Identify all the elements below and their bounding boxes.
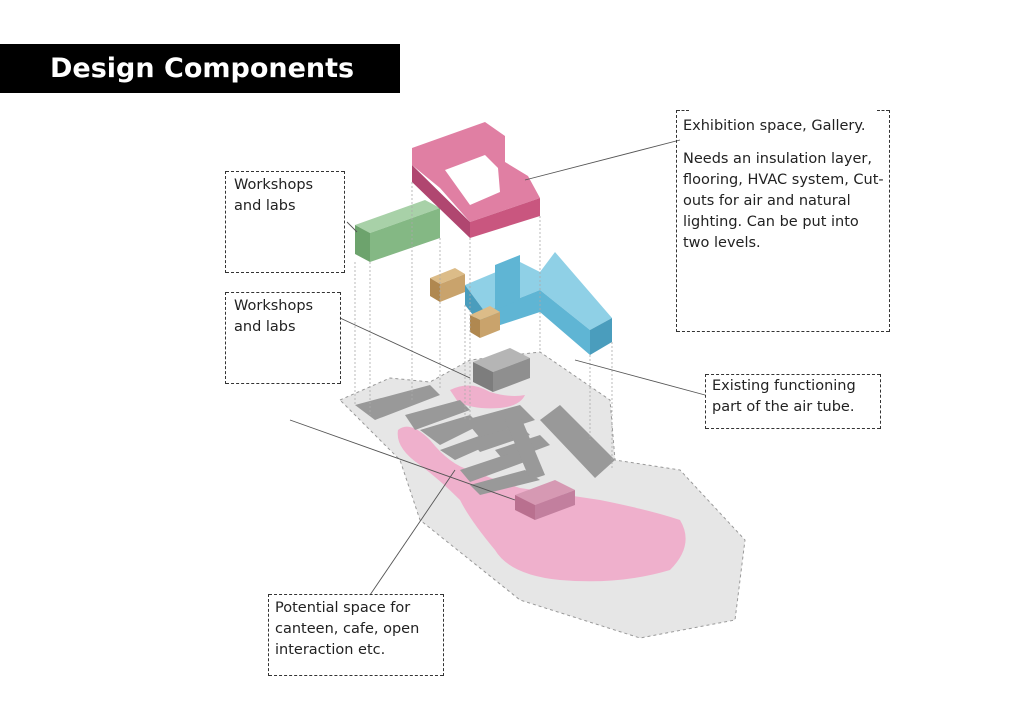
footprint-5	[465, 405, 535, 438]
air-tube-existing	[473, 348, 530, 392]
note-exhibition: Exhibition space, Gallery. Needs an insu…	[676, 110, 890, 332]
air-tube-label: Existing functioning part of the air tub…	[712, 378, 856, 415]
air-tube-blue	[465, 252, 612, 355]
exhibition-title: Exhibition space, Gallery.	[683, 118, 866, 134]
footprint-8	[460, 450, 530, 482]
canteen-label: Potential space for canteen, cafe, open …	[275, 600, 420, 658]
workshops-mid-label: Workshops and labs	[234, 298, 314, 335]
canteen-block	[515, 480, 575, 520]
tan-blocks	[430, 268, 500, 338]
note-workshops-top: Workshops and labs	[225, 171, 345, 273]
gallery-block	[412, 122, 540, 238]
footprint-3	[420, 415, 480, 445]
existing-footprints	[355, 385, 615, 495]
exhibition-body: Needs an insulation layer, flooring, HVA…	[683, 151, 884, 251]
note-canteen: Potential space for canteen, cafe, open …	[268, 594, 444, 676]
footprint-10	[540, 405, 615, 478]
note-workshops-mid: Workshops and labs	[225, 292, 341, 384]
note-air-tube: Existing functioning part of the air tub…	[705, 374, 881, 429]
footprint-11	[505, 415, 545, 480]
footprint-2	[405, 400, 470, 430]
open-space-top	[450, 385, 525, 409]
workshops-top-label: Workshops and labs	[234, 177, 314, 214]
leader-lines	[289, 139, 706, 596]
footprint-1	[355, 385, 440, 420]
footprint-9	[470, 470, 540, 495]
page-title: Design Components	[50, 53, 355, 84]
workshop-block-green	[355, 200, 440, 262]
projection-lines	[354, 182, 613, 470]
title-banner: Design Components	[0, 44, 400, 93]
